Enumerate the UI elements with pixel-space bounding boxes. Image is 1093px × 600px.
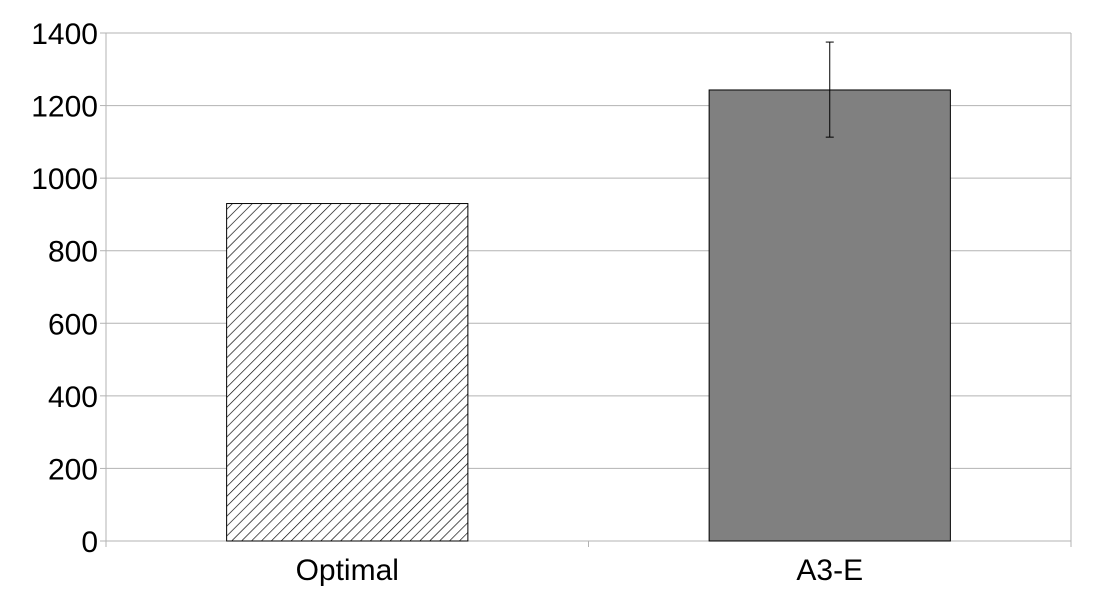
x-tick-label: Optimal: [296, 554, 399, 587]
x-tick-label: A3-E: [796, 554, 863, 587]
y-tick-label: 200: [48, 453, 98, 486]
bars: [226, 41, 951, 542]
y-tick-label: 400: [48, 381, 98, 414]
y-tick-label: 0: [81, 526, 98, 559]
y-tick-label: 800: [48, 236, 98, 269]
y-tick-label: 1400: [31, 18, 98, 51]
y-tick-label: 1200: [31, 91, 98, 124]
bar-optimal: [226, 203, 469, 542]
y-tick-label: 600: [48, 308, 98, 341]
y-tick-label: 1000: [31, 163, 98, 196]
bar-a3-e: [708, 89, 951, 542]
x-axis-ticks: Optimal A3-E: [105, 541, 1072, 587]
y-axis-ticks: 0 200 400 600 800 1000 1200 1400: [31, 18, 106, 559]
